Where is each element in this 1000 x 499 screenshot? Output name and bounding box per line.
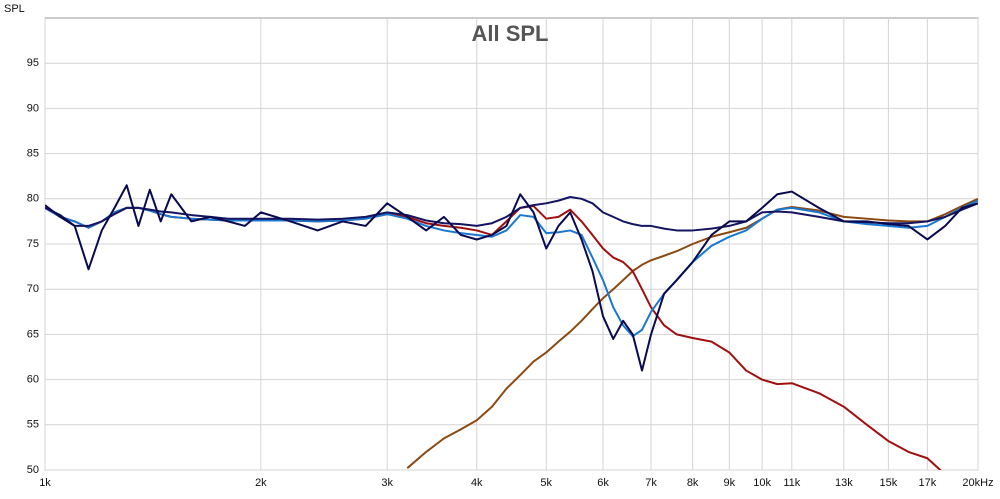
x-tick-label: 3k [381,477,393,489]
x-tick-label: 4k [471,477,483,489]
x-tick-label: 17k [919,477,937,489]
y-tick-label: 80 [27,193,39,205]
x-tick-label: 8k [687,477,699,489]
x-tick-label: 15k [880,477,898,489]
series-line [406,197,978,469]
y-tick-label: 65 [27,328,39,340]
x-tick-label: 20kHz [962,477,993,489]
chart-title: All SPL [471,21,548,46]
series-line [45,195,978,232]
x-tick-label: 7k [645,477,657,489]
series-line [45,199,978,338]
x-tick-label: 5k [540,477,552,489]
x-tick-label: 10k [753,477,771,489]
grid [44,18,979,471]
x-tick-label: 13k [835,477,853,489]
x-tick-label: 2k [255,477,267,489]
labels: 50 55 60 65 70 75 80 85 90 95 1k 2k 3k 4k 5k 6k 7k 8k 9k 10… [27,57,994,489]
x-tick-label: 11k [783,477,800,489]
x-tick-label: 1k [39,477,51,489]
x-tick-label: 6k [597,477,609,489]
y-tick-label: 90 [27,102,39,114]
y-tick-label: 60 [27,374,39,386]
y-tick-label: 75 [27,238,39,250]
y-tick-label: 70 [27,283,39,295]
y-tick-label: 95 [27,57,39,69]
x-tick-label: 9k [723,477,735,489]
lines [45,184,978,470]
y-tick-label: 85 [27,148,39,160]
y-tick-label: 50 [27,464,39,476]
y-tick-label: 55 [27,419,39,431]
series-line [45,184,978,372]
y-axis-label: SPL [4,3,25,15]
